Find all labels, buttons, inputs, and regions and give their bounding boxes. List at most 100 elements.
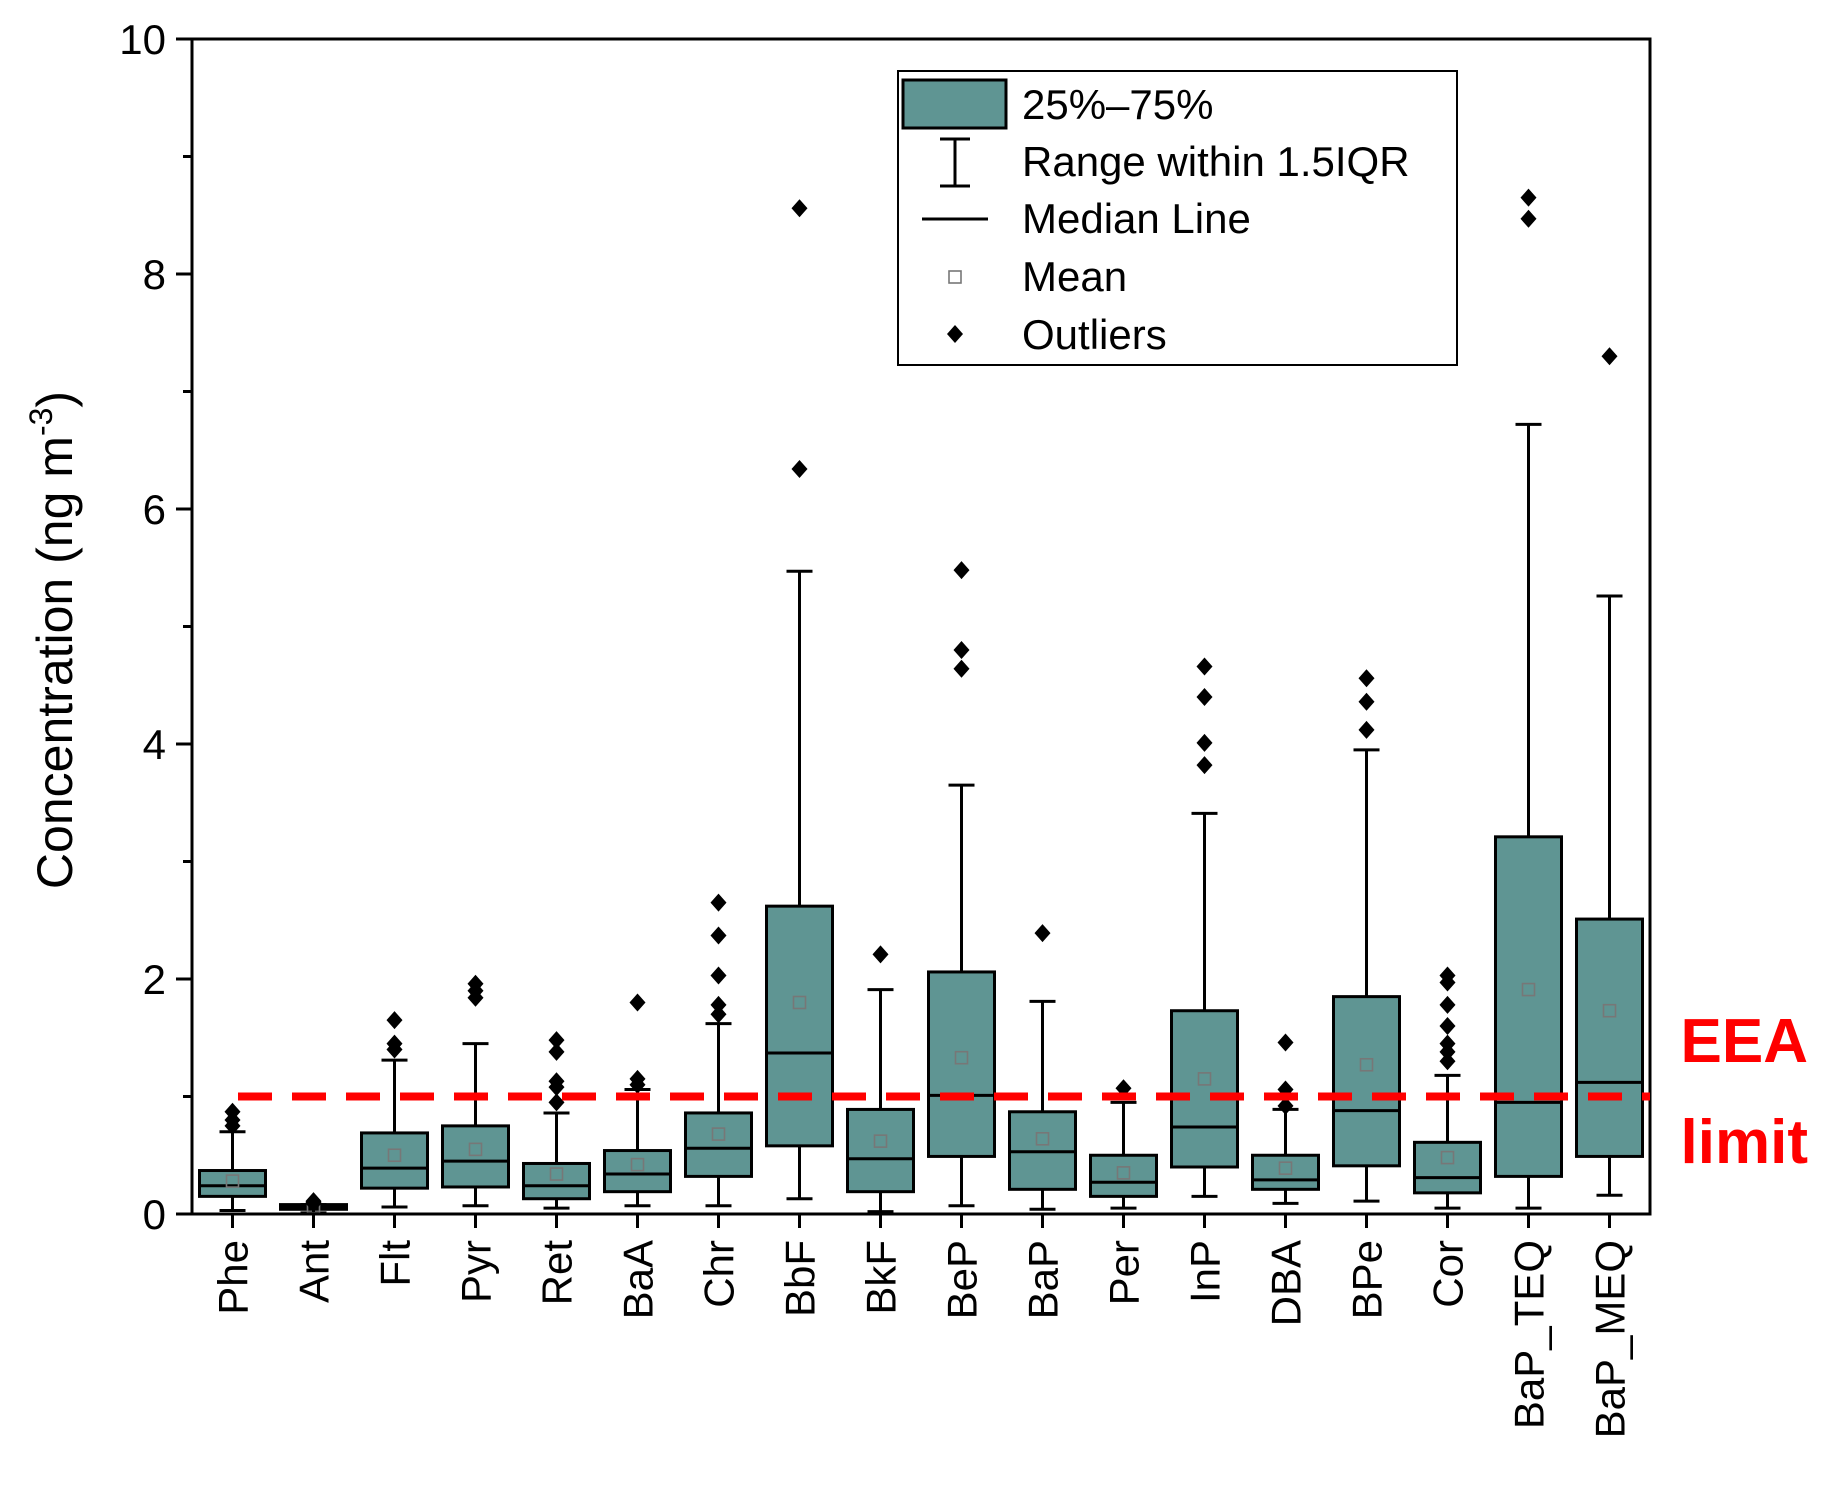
mean-marker [1197, 1072, 1212, 1086]
outlier-point [953, 641, 970, 659]
outlier-point [1358, 692, 1375, 711]
outlier-point [1358, 720, 1375, 739]
box-cor [1413, 966, 1482, 1210]
box-bep [927, 561, 996, 1208]
mean-marker [549, 1167, 564, 1181]
iqr-box [1332, 995, 1401, 1168]
iqr-box [765, 904, 834, 1148]
y-tick-label: 0 [143, 1191, 166, 1238]
legend: 25%–75% Range within 1.5IQR Median Line … [897, 70, 1458, 366]
outlier-point [1277, 1033, 1294, 1052]
mean-marker [387, 1148, 402, 1163]
x-tick-label: Per [1101, 1240, 1148, 1305]
legend-box-label: 25%–75% [1022, 81, 1213, 128]
mean-marker [468, 1142, 483, 1157]
mean-marker [792, 995, 807, 1010]
outlier-point [1439, 1017, 1456, 1035]
mean-marker [630, 1157, 645, 1172]
outlier-point [1520, 188, 1537, 207]
mean-marker [225, 1174, 240, 1188]
outlier-point [1520, 209, 1537, 228]
outlier-point [386, 1011, 403, 1030]
x-tick-label: BaP_MEQ [1587, 1240, 1634, 1438]
x-tick-label: BaA [615, 1240, 662, 1319]
x-tick-label: BkF [858, 1240, 905, 1315]
box-bap [1008, 924, 1077, 1211]
outlier-point [548, 1093, 565, 1112]
iqr-box [1494, 835, 1563, 1178]
outlier-point [791, 460, 808, 479]
outlier-point [1196, 688, 1213, 706]
mean-marker [1278, 1161, 1293, 1175]
box-bap-meq [1575, 347, 1644, 1197]
outlier-point [1601, 347, 1618, 366]
box-phe [198, 1102, 267, 1212]
x-tick-label: Pyr [453, 1240, 500, 1303]
threshold-label-line2: limit [1681, 1108, 1808, 1177]
legend-box-swatch [901, 78, 1008, 130]
plot-area [198, 188, 1644, 1215]
legend-outlier-symbol [947, 325, 963, 343]
y-tick-label: 8 [143, 251, 166, 298]
iqr-box [441, 1124, 510, 1189]
x-tick-label: Chr [696, 1240, 743, 1308]
x-tick-label: BbF [777, 1240, 824, 1317]
iqr-box [1089, 1153, 1158, 1198]
y-tick-label: 2 [143, 956, 166, 1003]
legend-median-label: Median Line [1022, 195, 1251, 242]
outlier-point [224, 1102, 241, 1121]
x-tick-label: Phe [210, 1240, 257, 1315]
box-bkf [846, 945, 915, 1214]
box-inp [1170, 657, 1239, 1198]
outlier-point [953, 659, 970, 678]
box-flt [360, 1011, 429, 1209]
box-per [1089, 1079, 1158, 1210]
outlier-point [1358, 669, 1375, 688]
iqr-box [684, 1111, 753, 1178]
outlier-point [548, 1072, 565, 1091]
y-axis-label: Concentration (ng m-3) [23, 391, 83, 889]
x-tick-label: BeP [939, 1240, 986, 1319]
box-bap-teq [1494, 188, 1563, 1210]
outlier-point [548, 1042, 565, 1061]
outlier-point [386, 1034, 403, 1053]
outlier-point [791, 199, 808, 218]
outlier-point [1439, 966, 1456, 985]
outlier-point [710, 966, 727, 985]
mean-marker [1602, 1003, 1617, 1018]
outlier-point [1034, 924, 1051, 943]
mean-marker [1359, 1057, 1374, 1072]
mean-marker [711, 1127, 726, 1141]
outlier-point [1439, 1034, 1456, 1053]
iqr-box [1413, 1140, 1482, 1195]
mean-marker [873, 1134, 888, 1148]
legend-whisker-label: Range within 1.5IQR [1022, 138, 1410, 185]
outlier-point [629, 993, 646, 1012]
legend-whisker-symbol [940, 137, 970, 188]
outlier-point [710, 1005, 727, 1024]
iqr-box [846, 1107, 915, 1194]
box-pyr [441, 974, 510, 1208]
mean-marker [954, 1050, 969, 1065]
iqr-box [1575, 917, 1644, 1158]
box-chr [684, 893, 753, 1208]
y-tick-label: 10 [119, 16, 166, 63]
threshold-label-line1: EEA [1681, 1007, 1808, 1076]
x-tick-label: BaP [1020, 1240, 1067, 1319]
iqr-box [1170, 1009, 1239, 1169]
box-dba [1251, 1033, 1320, 1205]
outlier-point [629, 1069, 646, 1088]
outlier-point [305, 1192, 322, 1211]
mean-marker [1035, 1132, 1050, 1146]
y-axis-label-superscript: -3 [23, 408, 59, 436]
x-tick-label: DBA [1263, 1240, 1310, 1326]
box-bpe [1332, 669, 1401, 1203]
y-axis-label-close: ) [27, 391, 83, 408]
outlier-point [710, 893, 727, 912]
y-tick-label: 4 [143, 721, 166, 768]
legend-outlier-label: Outliers [1022, 311, 1167, 358]
outlier-point [548, 1031, 565, 1050]
box-ret [522, 1031, 591, 1210]
outlier-point [710, 995, 727, 1014]
